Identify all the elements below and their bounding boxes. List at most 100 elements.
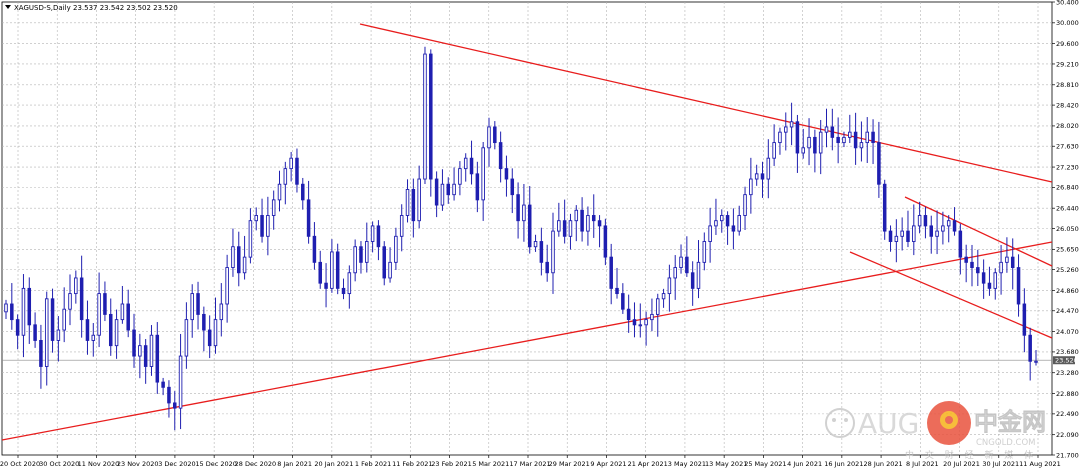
candle-body xyxy=(481,147,485,201)
candle xyxy=(545,244,549,282)
candle-body xyxy=(56,329,61,341)
y-tick-label: 29.600 xyxy=(1056,40,1079,48)
candle xyxy=(527,186,532,254)
candle xyxy=(295,148,299,193)
y-tick-label: 23.280 xyxy=(1056,369,1079,377)
ohlc-values: 23.537 23.542 23.502 23.520 xyxy=(73,4,178,12)
candle xyxy=(894,219,899,263)
candle xyxy=(1016,254,1021,317)
candle xyxy=(859,121,864,162)
y-tick-label: 22.880 xyxy=(1056,390,1079,398)
candle xyxy=(818,119,823,175)
candle xyxy=(248,208,253,264)
candle xyxy=(359,241,363,274)
candle-body xyxy=(1010,256,1015,269)
candle-body xyxy=(848,131,852,138)
candle xyxy=(481,141,485,221)
candle xyxy=(1028,327,1032,381)
candle xyxy=(661,288,666,308)
candle-body xyxy=(295,157,299,185)
candle-body xyxy=(917,215,922,227)
candle-body xyxy=(533,241,538,248)
candle-body xyxy=(487,126,491,149)
x-tick-label: 23 Feb 2021 xyxy=(431,460,471,468)
candle xyxy=(178,333,183,430)
candle-body xyxy=(516,194,520,222)
current-price-label: 23.520 xyxy=(1055,357,1078,365)
trendline xyxy=(849,251,1053,339)
candle-body xyxy=(842,136,846,144)
candle-body xyxy=(103,293,107,315)
candle xyxy=(207,315,212,359)
candle-body xyxy=(225,267,229,305)
candle xyxy=(382,241,387,286)
candle xyxy=(784,112,788,151)
candle xyxy=(772,124,776,166)
y-tick-label: 25.260 xyxy=(1056,266,1079,274)
candle xyxy=(353,239,357,282)
candle xyxy=(789,102,794,146)
candle xyxy=(423,46,427,185)
candle-body xyxy=(644,319,648,326)
candle-body xyxy=(836,136,840,144)
candle xyxy=(557,202,561,237)
candle-body xyxy=(970,261,974,269)
candle-body xyxy=(557,220,561,232)
candle xyxy=(21,274,26,358)
candle xyxy=(33,312,37,348)
candle xyxy=(347,265,352,309)
candle-body xyxy=(4,303,8,313)
candle-body xyxy=(167,386,171,404)
candle xyxy=(865,117,870,164)
candle xyxy=(114,309,119,359)
candle-body xyxy=(469,157,474,175)
candle xyxy=(277,170,282,212)
candle-body xyxy=(725,215,730,227)
candle-body xyxy=(74,277,78,295)
candle xyxy=(958,223,963,275)
x-tick-label: 25 May 2021 xyxy=(744,460,786,468)
y-tick-label: 26.840 xyxy=(1056,184,1079,192)
candle xyxy=(952,207,957,236)
x-tick-label: 30 Oct 2020 xyxy=(39,460,79,468)
candle-body xyxy=(452,183,456,196)
candle-body xyxy=(818,131,823,154)
candle-body xyxy=(667,277,672,295)
candle xyxy=(597,215,602,248)
candle xyxy=(39,324,43,389)
candle xyxy=(690,261,695,306)
candle-body xyxy=(527,204,532,248)
candle xyxy=(766,139,771,199)
candle xyxy=(667,264,672,312)
candle-body xyxy=(650,313,654,321)
candle xyxy=(714,198,718,235)
candle-body xyxy=(440,183,445,206)
candle-body xyxy=(562,220,567,237)
x-tick-label: 30 Jul 2021 xyxy=(982,460,1019,468)
candle-body xyxy=(603,225,608,258)
candle xyxy=(196,281,200,330)
candle xyxy=(603,218,608,266)
candle-body xyxy=(405,188,410,216)
candle-body xyxy=(85,319,90,341)
candle xyxy=(155,322,160,394)
trendlines xyxy=(1,23,1053,441)
candle xyxy=(882,179,887,240)
candle-body xyxy=(79,277,84,321)
candle-body xyxy=(318,261,322,284)
candle-body xyxy=(155,334,160,383)
candle xyxy=(644,311,648,346)
candle-body xyxy=(795,121,800,154)
x-tick-label: 28 Jun 2021 xyxy=(864,460,903,468)
candle-body xyxy=(999,261,1003,274)
candle xyxy=(510,168,515,214)
candle-body xyxy=(946,220,951,227)
candle xyxy=(97,272,101,348)
candle-body xyxy=(126,303,130,331)
candle xyxy=(586,206,590,246)
candle xyxy=(324,263,328,308)
candle-body xyxy=(784,126,788,133)
candle xyxy=(231,228,235,277)
candle xyxy=(650,298,654,332)
